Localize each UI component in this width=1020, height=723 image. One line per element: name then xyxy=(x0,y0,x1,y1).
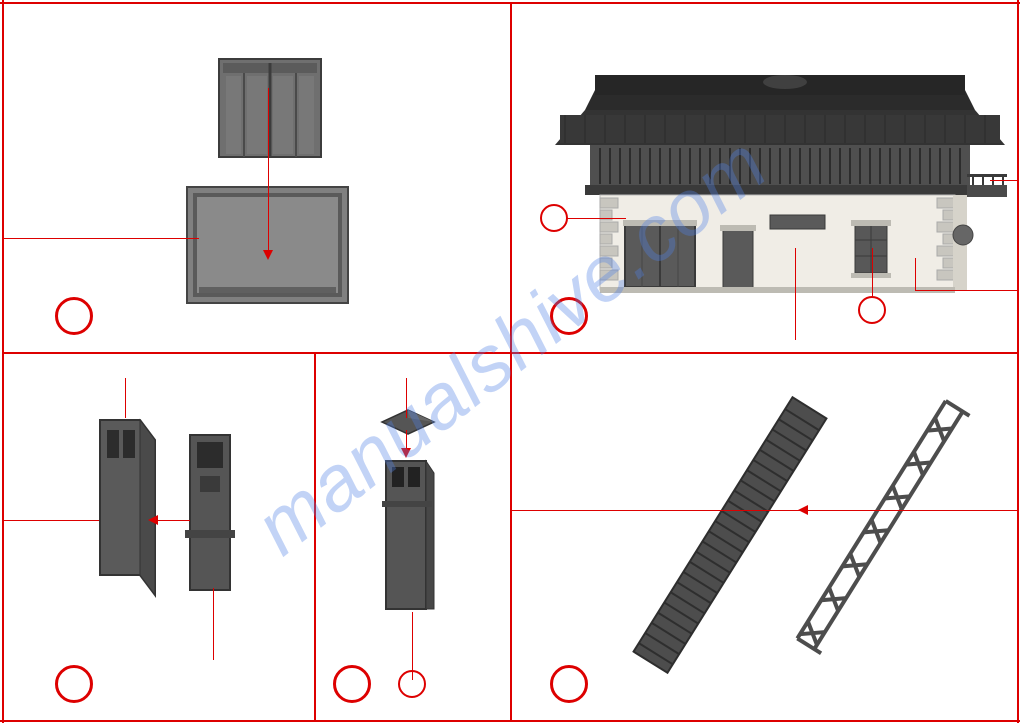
arrow-head-3 xyxy=(148,515,158,525)
callout-3a xyxy=(125,378,126,418)
callout-line-nameplate xyxy=(795,248,796,340)
hatch-door xyxy=(218,58,322,158)
chimney-half-right xyxy=(185,430,240,595)
callout-line-1 xyxy=(4,238,199,239)
divider-vertical xyxy=(510,2,512,720)
step-circle-3 xyxy=(55,665,93,703)
arrow-head-5 xyxy=(798,505,808,515)
callout-circle-door xyxy=(540,204,568,232)
arrow-shaft-4 xyxy=(406,430,407,450)
chimney-half-left xyxy=(95,415,160,600)
callout-line-platform xyxy=(990,180,1017,181)
arrow-shaft-3 xyxy=(155,520,190,521)
callout-4a xyxy=(406,378,407,418)
frame-bottom xyxy=(0,720,1020,722)
callout-line-right xyxy=(915,290,1017,291)
step-circle-5 xyxy=(550,665,588,703)
callout-line-door xyxy=(566,218,626,219)
chimney-cap xyxy=(378,408,438,438)
callout-line-right-v xyxy=(915,258,916,291)
chimney-body xyxy=(380,455,436,615)
frame-right xyxy=(1017,0,1019,723)
step-circle-2 xyxy=(550,297,588,335)
stair-railing xyxy=(780,375,980,675)
callout-circle-window xyxy=(858,296,886,324)
frame-left xyxy=(2,0,4,723)
callout-3c xyxy=(4,520,99,521)
divider-vertical-secondary xyxy=(314,352,316,720)
callout-3b xyxy=(213,588,214,660)
signal-box-building xyxy=(555,30,1010,300)
callout-line-5 xyxy=(512,510,1017,511)
step-circle-4 xyxy=(333,665,371,703)
arrow-head-1 xyxy=(263,250,273,260)
small-circle-4 xyxy=(398,670,426,698)
arrow-shaft-1 xyxy=(268,88,269,253)
divider-horizontal xyxy=(2,352,1018,354)
step-circle-1 xyxy=(55,297,93,335)
callout-line-window xyxy=(872,248,873,298)
